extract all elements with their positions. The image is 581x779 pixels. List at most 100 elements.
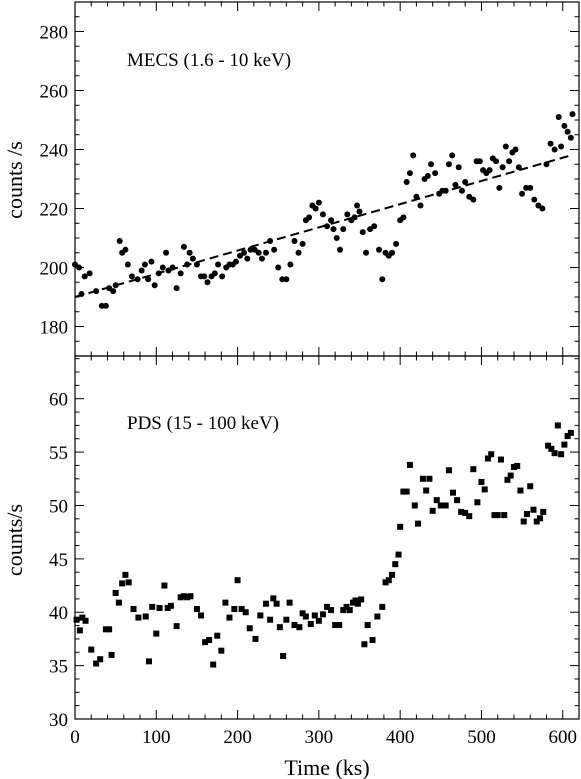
data-point [145,276,152,283]
data-point [159,264,166,271]
data-point [555,114,562,121]
data-point [177,594,184,601]
data-point [403,488,410,495]
data-point [180,243,187,250]
data-point [202,639,209,646]
data-point [255,249,262,256]
data-point [454,497,461,504]
data-point [234,577,241,584]
data-point [531,196,538,203]
data-point [106,626,113,633]
data-point [351,214,358,221]
data-point [507,472,514,479]
data-point [364,622,371,629]
data-point [219,273,226,280]
data-point [567,134,574,141]
data-point [177,270,184,277]
data-point [567,429,574,436]
data-point [449,152,456,159]
data-point [397,523,404,530]
data-point [452,181,459,188]
data-point [164,604,171,611]
data-point [547,140,554,147]
data-point [504,476,511,483]
data-point [359,229,366,236]
data-point [343,603,350,610]
data-point [426,475,433,482]
data-point [337,246,344,253]
data-point [527,184,534,191]
data-point [135,614,142,621]
data-point [287,261,294,268]
data-point [527,483,534,490]
data-point [88,646,95,653]
data-point [76,627,83,634]
data-point [134,276,141,283]
data-point [145,658,152,665]
data-point [153,630,160,637]
data-point [493,158,500,165]
data-point [393,240,400,247]
data-point [271,246,278,253]
data-point [474,499,481,506]
data-point [502,143,509,150]
data-point [506,158,513,165]
data-point [302,613,309,620]
data-point [142,613,149,620]
data-point [186,249,193,256]
data-point [210,661,217,668]
data-point [273,600,280,607]
data-point [122,571,129,578]
data-point [86,270,93,277]
data-point [128,273,135,280]
y-tick-label: 240 [40,141,69,162]
data-point [536,515,543,522]
data-point [551,146,558,153]
data-point [246,625,253,632]
data-point [379,276,386,283]
data-point [296,624,303,631]
data-point [481,486,488,493]
data-point [82,617,89,624]
y-tick-label: 40 [49,603,68,624]
data-point [340,226,347,233]
data-point [520,518,527,525]
data-point [125,579,132,586]
data-point [204,279,211,286]
data-point [470,196,477,203]
data-point [286,599,293,606]
y-tick-label: 260 [40,82,69,103]
data-point [389,249,396,256]
data-point [484,455,491,462]
data-point [395,551,402,558]
data-point [517,487,524,494]
data-point [523,511,530,518]
data-point [497,456,504,463]
data-point [400,214,407,221]
data-point [558,143,565,150]
data-point [486,167,493,174]
data-point [478,478,485,485]
data-point [155,270,162,277]
y-tick-label: 280 [40,23,69,44]
data-point [352,597,359,604]
data-point [488,451,495,458]
data-point [263,600,270,607]
data-point [130,606,137,613]
data-point [551,450,558,457]
data-point [141,261,148,268]
data-point [206,636,213,643]
data-point [222,599,229,606]
x-axis-label: Time (ks) [284,755,369,779]
data-point [450,489,456,496]
data-point [122,246,129,253]
data-point [433,497,440,504]
data-point [564,128,571,135]
data-point [81,273,88,280]
data-point [283,616,290,623]
data-point [423,487,430,494]
data-point [358,596,365,603]
data-point [442,502,449,509]
x-tick-label: 200 [223,727,252,748]
